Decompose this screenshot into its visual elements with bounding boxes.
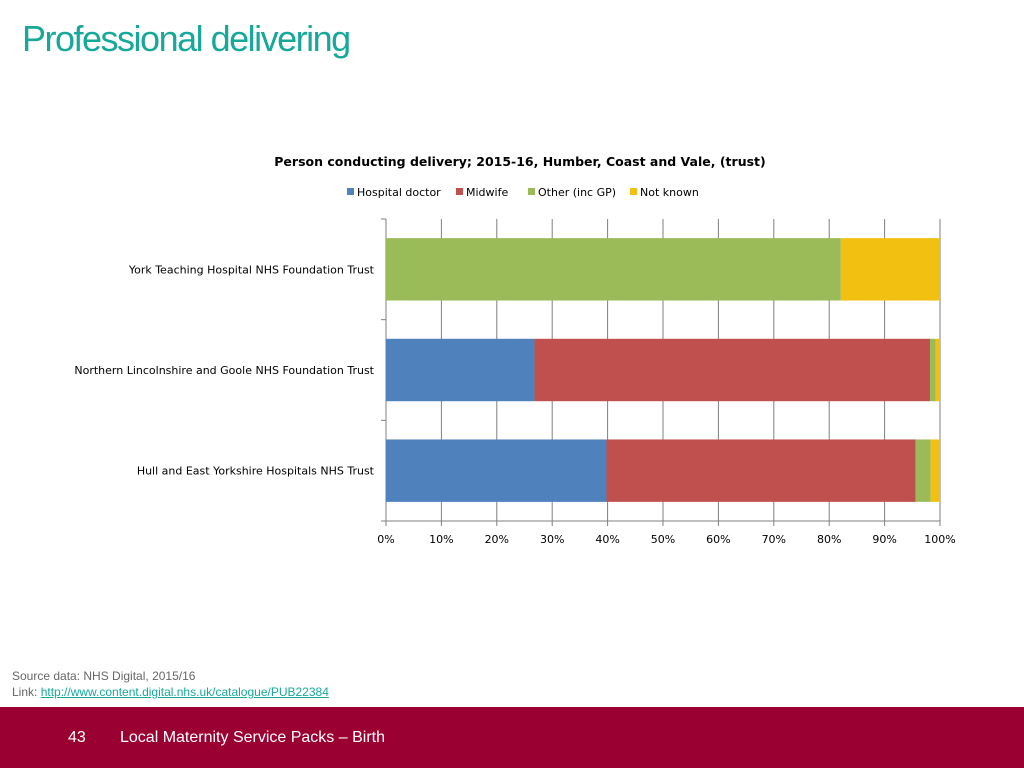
- legend-swatch: [630, 188, 637, 195]
- source-line: Source data: NHS Digital, 2015/16: [12, 669, 196, 683]
- category-label: York Teaching Hospital NHS Foundation Tr…: [128, 263, 375, 276]
- bar-segment: [606, 439, 916, 502]
- footer-text: Local Maternity Service Packs – Birth: [120, 729, 385, 746]
- source-link-line: Link: http://www.content.digital.nhs.uk/…: [12, 684, 329, 700]
- category-label: Northern Lincolnshire and Goole NHS Foun…: [74, 364, 374, 377]
- chart-title: Person conducting delivery; 2015-16, Hum…: [274, 154, 765, 169]
- source-link[interactable]: http://www.content.digital.nhs.uk/catalo…: [40, 685, 329, 699]
- x-tick-label: 20%: [485, 533, 509, 546]
- x-tick-label: 60%: [706, 533, 730, 546]
- x-tick-label: 70%: [762, 533, 786, 546]
- bar-segment: [930, 338, 936, 402]
- page-number: 43: [68, 729, 86, 746]
- legend-entry: Midwife: [466, 186, 508, 199]
- x-tick-label: 10%: [429, 533, 453, 546]
- legend-swatch: [528, 188, 535, 195]
- bar-segment: [915, 439, 931, 502]
- bar-segment: [840, 238, 940, 301]
- x-tick-label: 30%: [540, 533, 564, 546]
- page-title: Professional delivering: [22, 18, 351, 59]
- bar-segment: [935, 338, 940, 402]
- legend-entry: Not known: [640, 186, 699, 199]
- legend-entry: Hospital doctor: [357, 186, 441, 199]
- footer-bar: 43 Local Maternity Service Packs – Birth: [0, 707, 1024, 768]
- x-tick-label: 90%: [872, 533, 896, 546]
- legend-swatch: [456, 188, 463, 195]
- x-tick-label: 100%: [924, 533, 955, 546]
- bar-segment: [930, 439, 940, 502]
- bar-segment: [386, 439, 607, 502]
- x-tick-label: 0%: [377, 533, 394, 546]
- link-prefix: Link:: [12, 685, 41, 699]
- x-tick-label: 80%: [817, 533, 841, 546]
- source-note: Source data: NHS Digital, 2015/16 Link: …: [12, 668, 329, 700]
- stacked-bar-chart: Person conducting delivery; 2015-16, Hum…: [74, 154, 955, 546]
- bar-segment: [386, 338, 535, 402]
- legend-swatch: [347, 188, 354, 195]
- legend-entry: Other (inc GP): [538, 186, 616, 199]
- bar-segment: [534, 338, 931, 402]
- category-label: Hull and East Yorkshire Hospitals NHS Tr…: [137, 465, 375, 478]
- x-tick-label: 50%: [651, 533, 675, 546]
- x-tick-label: 40%: [595, 533, 619, 546]
- bar-segment: [386, 238, 841, 301]
